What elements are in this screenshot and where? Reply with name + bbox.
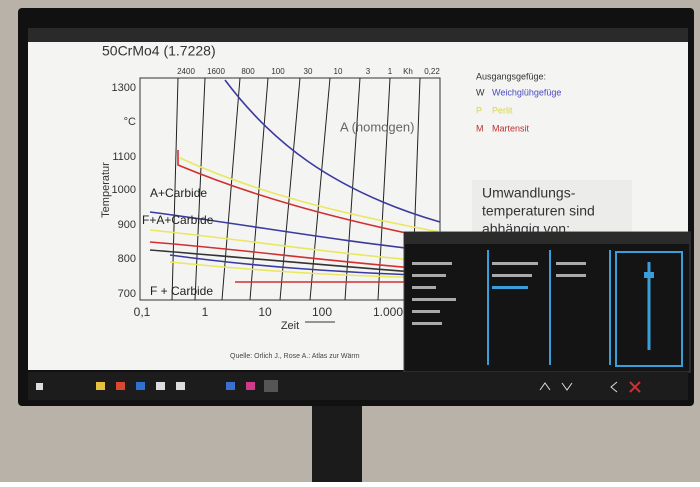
x-axis-label: Zeit [281, 320, 299, 332]
legend-title: Ausgangsgefüge: [476, 71, 546, 81]
legend-key: P [476, 105, 482, 115]
start-button[interactable] [36, 383, 43, 390]
y-tick-label: 700 [118, 288, 136, 300]
osd-header [404, 232, 690, 244]
legend-key: M [476, 123, 484, 133]
top-tick-label: 1 [388, 67, 393, 76]
top-tick-label: 10 [334, 67, 343, 76]
top-tick-label: 3 [366, 67, 371, 76]
osd-item[interactable] [556, 274, 586, 277]
top-tick-label: 30 [304, 67, 313, 76]
y-axis-label: Temperatur [100, 162, 112, 218]
legend-label: Weichglühgefüge [492, 87, 561, 97]
legend-label: Martensit [492, 123, 530, 133]
osd-item[interactable] [412, 298, 456, 301]
textbox-line: Umwandlungs- [482, 185, 576, 201]
legend-key: W [476, 87, 485, 97]
photo: 50CrMo4 (1.7228) 1300 °C 1100 1000 900 8… [0, 0, 700, 482]
x-tick-label: 0,1 [134, 305, 151, 319]
y-tick-label: 1100 [112, 151, 136, 163]
x-tick-label: 1.000 [373, 305, 403, 319]
app-icon[interactable] [246, 382, 255, 390]
y-tick-label: 1300 [112, 82, 136, 94]
y-tick-label: 1000 [112, 184, 136, 196]
y-tick-label: 800 [118, 253, 136, 265]
monitor-stand [312, 406, 362, 482]
app-icon[interactable] [136, 382, 145, 390]
app-icon[interactable] [226, 382, 235, 390]
osd-item[interactable] [412, 310, 440, 313]
top-tick-label: 800 [241, 67, 255, 76]
osd-item[interactable] [556, 262, 586, 265]
osd-item[interactable] [492, 274, 532, 277]
osd-item[interactable] [492, 286, 528, 289]
region-label: A (homogen) [340, 119, 414, 134]
legend-label: Perlit [492, 105, 513, 115]
textbox-line: temperaturen sind [482, 203, 595, 219]
region-label: A+Carbide [150, 186, 207, 200]
app-icon[interactable] [264, 380, 278, 392]
x-tick-label: 1 [202, 305, 209, 319]
region-label: F + Carbide [150, 284, 213, 298]
x-tick-label: 10 [258, 305, 272, 319]
y-tick-label: 900 [118, 219, 136, 231]
osd-item[interactable] [412, 262, 452, 265]
top-tick-label: 1600 [207, 67, 225, 76]
osd-item[interactable] [412, 286, 436, 289]
source: Quelle: Orlich J., Rose A.: Atlas zur Wä… [230, 353, 360, 360]
osd-menu [404, 232, 690, 372]
window-bar [28, 28, 688, 42]
osd-item[interactable] [492, 262, 538, 265]
taskbar [28, 372, 688, 400]
top-tick-label: 0,22 [424, 67, 440, 76]
top-tick-label: Kh [403, 67, 413, 76]
osd-item[interactable] [412, 322, 442, 325]
x-tick-label: 100 [312, 305, 332, 319]
osd-item[interactable] [412, 274, 446, 277]
app-icon[interactable] [96, 382, 105, 390]
app-icon[interactable] [176, 382, 185, 390]
app-icon[interactable] [156, 382, 165, 390]
slide-title: 50CrMo4 (1.7228) [102, 43, 216, 59]
app-icon[interactable] [116, 382, 125, 390]
region-label: F+A+Carbide [142, 213, 214, 227]
osd-slider-knob[interactable] [644, 272, 654, 278]
top-tick-label: 100 [271, 67, 285, 76]
y-tick-label: °C [124, 116, 136, 128]
top-tick-label: 2400 [177, 67, 195, 76]
